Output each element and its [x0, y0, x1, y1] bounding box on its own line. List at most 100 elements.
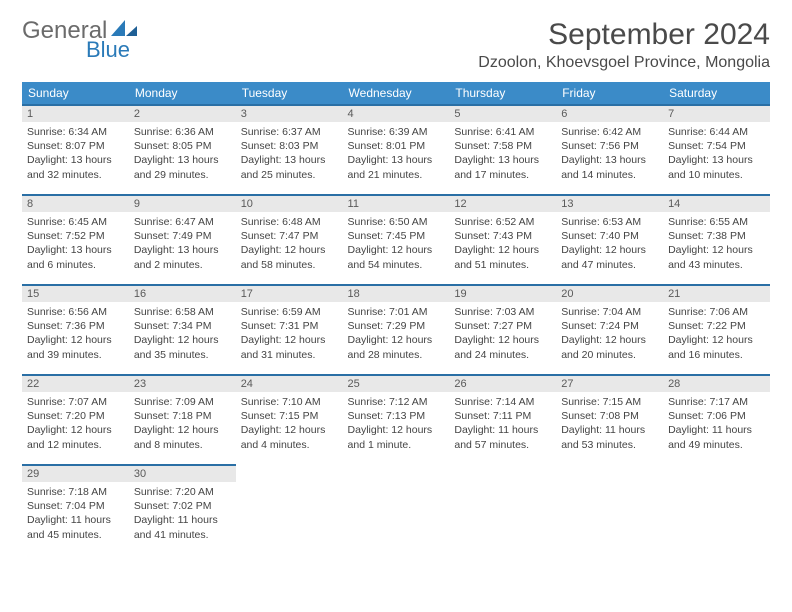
day-number: 19	[449, 284, 556, 302]
weekday-header: Monday	[129, 82, 236, 104]
calendar-cell: 10Sunrise: 6:48 AMSunset: 7:47 PMDayligh…	[236, 194, 343, 284]
day-number: 16	[129, 284, 236, 302]
day-content: Sunrise: 7:10 AMSunset: 7:15 PMDaylight:…	[236, 392, 343, 458]
day-number: 3	[236, 104, 343, 122]
calendar-cell: 1Sunrise: 6:34 AMSunset: 8:07 PMDaylight…	[22, 104, 129, 194]
day-number: 10	[236, 194, 343, 212]
day-number: 20	[556, 284, 663, 302]
day-content: Sunrise: 6:45 AMSunset: 7:52 PMDaylight:…	[22, 212, 129, 278]
day-number: 24	[236, 374, 343, 392]
day-content: Sunrise: 6:52 AMSunset: 7:43 PMDaylight:…	[449, 212, 556, 278]
day-number: 29	[22, 464, 129, 482]
day-content: Sunrise: 7:17 AMSunset: 7:06 PMDaylight:…	[663, 392, 770, 458]
day-content: Sunrise: 6:59 AMSunset: 7:31 PMDaylight:…	[236, 302, 343, 368]
day-number: 12	[449, 194, 556, 212]
day-number: 2	[129, 104, 236, 122]
calendar-cell	[556, 464, 663, 554]
day-content: Sunrise: 6:50 AMSunset: 7:45 PMDaylight:…	[343, 212, 450, 278]
logo-text-blue: Blue	[86, 39, 130, 61]
day-number: 17	[236, 284, 343, 302]
day-number: 4	[343, 104, 450, 122]
day-content: Sunrise: 7:01 AMSunset: 7:29 PMDaylight:…	[343, 302, 450, 368]
month-title: September 2024	[478, 18, 770, 52]
calendar-row: 22Sunrise: 7:07 AMSunset: 7:20 PMDayligh…	[22, 374, 770, 464]
day-number: 7	[663, 104, 770, 122]
weekday-header: Thursday	[449, 82, 556, 104]
day-content: Sunrise: 6:47 AMSunset: 7:49 PMDaylight:…	[129, 212, 236, 278]
day-content: Sunrise: 6:42 AMSunset: 7:56 PMDaylight:…	[556, 122, 663, 188]
calendar-cell: 19Sunrise: 7:03 AMSunset: 7:27 PMDayligh…	[449, 284, 556, 374]
calendar-cell: 23Sunrise: 7:09 AMSunset: 7:18 PMDayligh…	[129, 374, 236, 464]
calendar-cell: 11Sunrise: 6:50 AMSunset: 7:45 PMDayligh…	[343, 194, 450, 284]
calendar-row: 8Sunrise: 6:45 AMSunset: 7:52 PMDaylight…	[22, 194, 770, 284]
day-content: Sunrise: 7:03 AMSunset: 7:27 PMDaylight:…	[449, 302, 556, 368]
day-content: Sunrise: 6:39 AMSunset: 8:01 PMDaylight:…	[343, 122, 450, 188]
day-number: 5	[449, 104, 556, 122]
calendar-cell: 3Sunrise: 6:37 AMSunset: 8:03 PMDaylight…	[236, 104, 343, 194]
calendar-cell: 27Sunrise: 7:15 AMSunset: 7:08 PMDayligh…	[556, 374, 663, 464]
title-block: September 2024 Dzoolon, Khoevsgoel Provi…	[478, 18, 770, 72]
calendar-cell: 13Sunrise: 6:53 AMSunset: 7:40 PMDayligh…	[556, 194, 663, 284]
day-content: Sunrise: 7:06 AMSunset: 7:22 PMDaylight:…	[663, 302, 770, 368]
calendar-cell: 6Sunrise: 6:42 AMSunset: 7:56 PMDaylight…	[556, 104, 663, 194]
calendar-cell: 14Sunrise: 6:55 AMSunset: 7:38 PMDayligh…	[663, 194, 770, 284]
day-content: Sunrise: 6:36 AMSunset: 8:05 PMDaylight:…	[129, 122, 236, 188]
calendar-cell	[343, 464, 450, 554]
day-content: Sunrise: 6:34 AMSunset: 8:07 PMDaylight:…	[22, 122, 129, 188]
calendar-cell: 20Sunrise: 7:04 AMSunset: 7:24 PMDayligh…	[556, 284, 663, 374]
location: Dzoolon, Khoevsgoel Province, Mongolia	[478, 54, 770, 72]
day-number: 11	[343, 194, 450, 212]
calendar-cell: 30Sunrise: 7:20 AMSunset: 7:02 PMDayligh…	[129, 464, 236, 554]
day-content: Sunrise: 7:04 AMSunset: 7:24 PMDaylight:…	[556, 302, 663, 368]
calendar-cell: 24Sunrise: 7:10 AMSunset: 7:15 PMDayligh…	[236, 374, 343, 464]
weekday-header: Sunday	[22, 82, 129, 104]
calendar-cell	[663, 464, 770, 554]
weekday-header: Friday	[556, 82, 663, 104]
calendar-row: 15Sunrise: 6:56 AMSunset: 7:36 PMDayligh…	[22, 284, 770, 374]
day-number: 30	[129, 464, 236, 482]
weekday-header: Wednesday	[343, 82, 450, 104]
day-content: Sunrise: 7:12 AMSunset: 7:13 PMDaylight:…	[343, 392, 450, 458]
day-content: Sunrise: 6:58 AMSunset: 7:34 PMDaylight:…	[129, 302, 236, 368]
calendar-cell: 16Sunrise: 6:58 AMSunset: 7:34 PMDayligh…	[129, 284, 236, 374]
calendar-cell: 29Sunrise: 7:18 AMSunset: 7:04 PMDayligh…	[22, 464, 129, 554]
calendar-cell: 26Sunrise: 7:14 AMSunset: 7:11 PMDayligh…	[449, 374, 556, 464]
day-content: Sunrise: 7:18 AMSunset: 7:04 PMDaylight:…	[22, 482, 129, 548]
day-number: 25	[343, 374, 450, 392]
day-number: 21	[663, 284, 770, 302]
calendar-cell	[449, 464, 556, 554]
day-number: 13	[556, 194, 663, 212]
day-number: 22	[22, 374, 129, 392]
calendar-cell: 9Sunrise: 6:47 AMSunset: 7:49 PMDaylight…	[129, 194, 236, 284]
calendar-cell: 17Sunrise: 6:59 AMSunset: 7:31 PMDayligh…	[236, 284, 343, 374]
day-content: Sunrise: 6:53 AMSunset: 7:40 PMDaylight:…	[556, 212, 663, 278]
day-number: 23	[129, 374, 236, 392]
calendar-cell: 25Sunrise: 7:12 AMSunset: 7:13 PMDayligh…	[343, 374, 450, 464]
day-content: Sunrise: 6:41 AMSunset: 7:58 PMDaylight:…	[449, 122, 556, 188]
calendar-row: 1Sunrise: 6:34 AMSunset: 8:07 PMDaylight…	[22, 104, 770, 194]
logo: General Blue	[22, 18, 139, 61]
calendar-cell: 2Sunrise: 6:36 AMSunset: 8:05 PMDaylight…	[129, 104, 236, 194]
calendar-cell: 21Sunrise: 7:06 AMSunset: 7:22 PMDayligh…	[663, 284, 770, 374]
calendar-body: 1Sunrise: 6:34 AMSunset: 8:07 PMDaylight…	[22, 104, 770, 554]
day-content: Sunrise: 6:48 AMSunset: 7:47 PMDaylight:…	[236, 212, 343, 278]
day-number: 28	[663, 374, 770, 392]
day-number: 9	[129, 194, 236, 212]
day-number: 1	[22, 104, 129, 122]
day-content: Sunrise: 7:07 AMSunset: 7:20 PMDaylight:…	[22, 392, 129, 458]
day-number: 6	[556, 104, 663, 122]
weekday-header-row: SundayMondayTuesdayWednesdayThursdayFrid…	[22, 82, 770, 104]
day-content: Sunrise: 7:14 AMSunset: 7:11 PMDaylight:…	[449, 392, 556, 458]
day-number: 26	[449, 374, 556, 392]
calendar-cell: 22Sunrise: 7:07 AMSunset: 7:20 PMDayligh…	[22, 374, 129, 464]
day-number: 8	[22, 194, 129, 212]
weekday-header: Tuesday	[236, 82, 343, 104]
weekday-header: Saturday	[663, 82, 770, 104]
calendar-cell: 7Sunrise: 6:44 AMSunset: 7:54 PMDaylight…	[663, 104, 770, 194]
calendar-cell: 18Sunrise: 7:01 AMSunset: 7:29 PMDayligh…	[343, 284, 450, 374]
day-number: 15	[22, 284, 129, 302]
calendar-cell: 15Sunrise: 6:56 AMSunset: 7:36 PMDayligh…	[22, 284, 129, 374]
calendar-cell: 12Sunrise: 6:52 AMSunset: 7:43 PMDayligh…	[449, 194, 556, 284]
day-content: Sunrise: 6:37 AMSunset: 8:03 PMDaylight:…	[236, 122, 343, 188]
day-number: 18	[343, 284, 450, 302]
